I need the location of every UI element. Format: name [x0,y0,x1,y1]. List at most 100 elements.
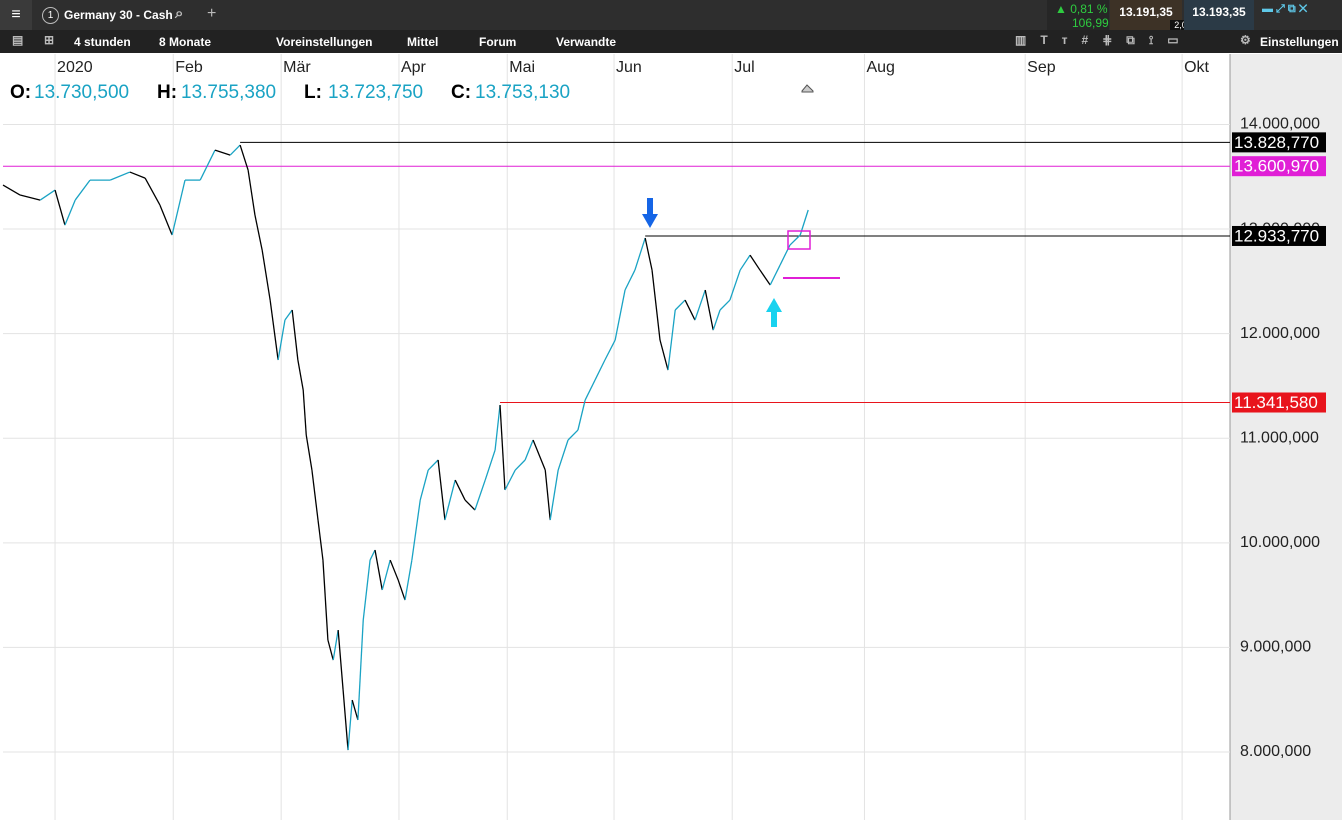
price-segment [64,199,76,226]
price-tag [1232,156,1326,177]
price-tag [1232,225,1326,246]
price-segment [247,169,256,216]
price-segment [444,479,456,521]
price-segment [397,579,406,601]
price-segment [351,699,359,721]
price-segment [305,434,313,471]
price-segment [261,249,271,301]
toolbar-button[interactable]: Verwandte [556,35,617,49]
price-segment [374,549,383,591]
x-tick-label: Feb [175,59,203,76]
x-tick-label: Sep [1027,59,1056,76]
x-tick-label: 2020 [57,59,93,76]
price-segment [214,149,231,156]
price-tag [1232,392,1326,413]
price-segment [659,339,669,371]
toolbar-button[interactable]: 8 Monate [159,35,212,49]
price-segment [322,560,329,641]
x-tick-label: Jun [616,59,642,76]
tab-number: 1 [42,7,59,24]
price-segment [577,399,586,431]
price-segment [549,469,559,521]
y-tick-label: 11.000,000 [1240,429,1319,446]
tool-icons[interactable]: ▥Tт#⋕⧉⟟▭ [1015,33,1193,47]
price-segment [614,289,626,341]
price-tag-label: 13.600,970 [1234,157,1319,176]
menu-button[interactable]: ≡ [0,0,32,30]
price-segment [684,299,696,321]
price-segment [284,309,293,321]
price-segment [229,144,241,156]
y-tick-label: 10.000,000 [1240,534,1320,551]
toolbar-button[interactable]: Forum [479,35,517,49]
price-segment [332,629,339,661]
change-box [1047,0,1109,30]
price-segment [567,429,579,441]
price-tag-label: 11.341,580 [1234,393,1318,412]
price-segment [39,189,56,201]
price-segment [239,144,249,171]
price-segment [634,237,646,271]
price-segment [704,289,714,331]
price-segment [199,149,216,181]
price-segment [437,459,446,521]
y-tick-label: 9.000,000 [1240,639,1311,656]
x-tick-label: Apr [401,59,427,76]
price-segment [504,469,516,491]
price-segment [54,189,66,226]
y-tick-label: 8.000,000 [1240,743,1311,760]
y-tick-label: 12.000,000 [1240,325,1320,342]
add-tab[interactable]: + [207,5,217,22]
price-segment [254,214,263,251]
grid: 2020 Feb Mär Apr Mai Jun Jul Aug Sep Okt 8.000,000… [3,54,1320,820]
toolbar-button[interactable]: Voreinstellungen [276,35,373,49]
price-segment [667,309,676,371]
ask-price[interactable]: 13.193,35 [1184,0,1254,30]
change-pct-value: 0,81 % [1070,2,1108,16]
change-abs: 106,99 [1072,16,1109,30]
price-segment [749,254,761,271]
price-segment [499,405,506,491]
toolbar-button[interactable]: Mittel [407,35,439,49]
price-segment [297,359,304,391]
settings-button[interactable]: Einstellungen [1260,35,1339,49]
x-tick-label: Mai [509,59,535,76]
price-segment [739,254,751,271]
search-icon[interactable]: ⌕ [175,5,184,22]
price-segment [524,439,534,461]
instrument-title[interactable]: Germany 30 - Cash [64,8,173,22]
settings-icon[interactable]: ⚙ [1240,33,1251,47]
up-arrow [766,298,782,327]
price-segment [584,379,596,401]
price-segment [494,405,501,451]
layout-icon[interactable]: ▤ [12,33,24,47]
price-segment [644,237,653,271]
y-axis-bg [1230,54,1342,820]
price-segment [362,560,371,621]
price-segment [347,699,353,751]
price-segment [532,439,546,471]
toolbar-button[interactable]: 4 stunden [74,35,131,49]
price-tag [1232,132,1326,153]
price-segment [557,439,569,471]
ohlc-value: 13.723,750 [328,82,423,103]
window-icons[interactable]: ▬ ⤢ ⧉ ✕ [1262,3,1308,15]
price-segment [779,244,791,266]
change-pct: ▲ 0,81 % [1055,2,1108,16]
price-segment [712,309,721,331]
price-segment [759,269,771,286]
price-segment [74,179,91,201]
ohlc-value: 13.730,500 [34,82,129,103]
y-tick-label: 13.000,000 [1240,220,1320,237]
grid-icon[interactable]: ⊞ [44,33,55,47]
price-tag-label: 13.828,770 [1234,133,1319,152]
price-segment [337,630,344,691]
price-segment [404,559,413,601]
price-segment [419,469,429,501]
price-segment [769,264,781,286]
price-segment [799,209,809,236]
x-tick-label: Jul [734,59,754,76]
price-segment [484,449,496,481]
spread: 2,00 [1170,20,1196,30]
